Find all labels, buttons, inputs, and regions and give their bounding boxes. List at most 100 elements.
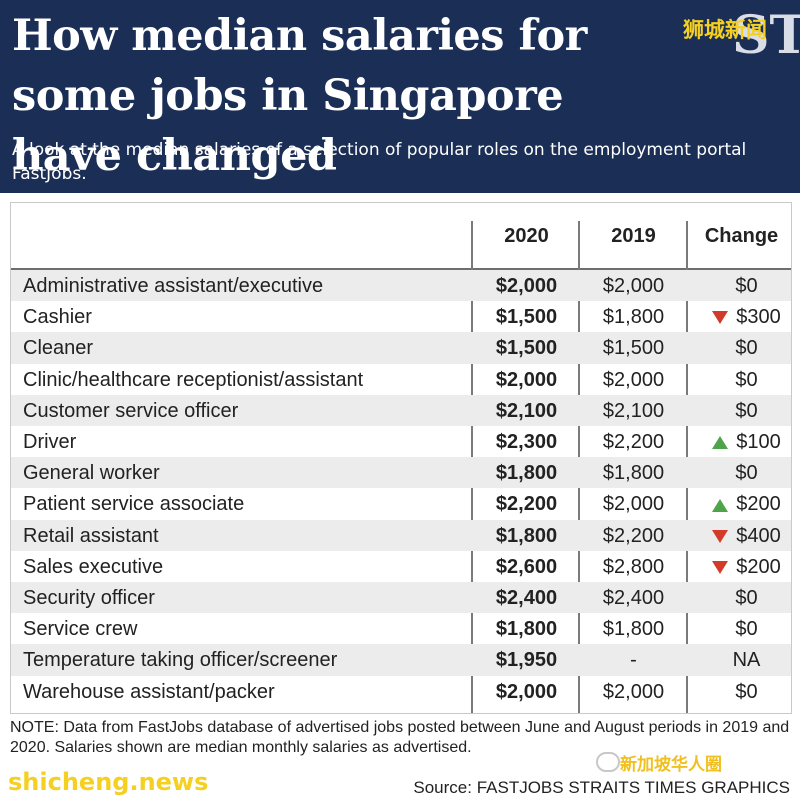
table-row: General worker $1,800 $1,800 $0 xyxy=(11,457,794,489)
salary-2020-cell: $1,800 xyxy=(495,462,558,485)
change-cell: $0 xyxy=(699,461,794,485)
triangle-up-icon xyxy=(712,498,729,512)
salary-2020-cell: $1,500 xyxy=(495,306,558,329)
job-title-cell: Clinic/healthcare receptionist/assistant xyxy=(23,368,364,391)
change-value: $0 xyxy=(735,680,758,703)
change-cell: $100 xyxy=(699,430,794,454)
col-header-2020: 2020 xyxy=(504,225,549,247)
change-cell: $400 xyxy=(699,524,794,548)
triangle-down-icon xyxy=(712,311,729,325)
change-cell: $0 xyxy=(699,399,794,423)
salary-2019-cell: $2,000 xyxy=(602,493,665,516)
change-value: $0 xyxy=(735,337,758,360)
change-value: $300 xyxy=(736,306,781,329)
change-cell: $0 xyxy=(699,586,794,610)
table-header-row: 2020 2019 Change xyxy=(11,203,791,270)
salary-2020-cell: $1,500 xyxy=(495,337,558,360)
salary-2019-cell: $2,800 xyxy=(602,555,665,578)
job-title-cell: Cleaner xyxy=(23,337,94,360)
salary-2019-cell: $2,200 xyxy=(602,431,665,453)
job-title-cell: Retail assistant xyxy=(23,524,159,547)
table-row: Retail assistant $1,800 $2,200 $400 xyxy=(11,519,794,551)
change-value: NA xyxy=(732,649,761,672)
salary-2019-cell: $2,000 xyxy=(602,368,665,391)
salary-2019-cell: $2,100 xyxy=(602,399,665,422)
watermark-bottom-right: 新加坡华人圈 xyxy=(620,755,722,775)
salary-2020-cell: $2,600 xyxy=(495,555,558,578)
footnote: NOTE: Data from FastJobs database of adv… xyxy=(10,719,790,756)
change-value: $0 xyxy=(735,368,758,391)
salary-2020-cell: $2,000 xyxy=(495,368,558,391)
watermark-top: 狮城新闻 xyxy=(683,18,767,42)
table-row: Cleaner $1,500 $1,500 $0 xyxy=(11,332,794,364)
change-cell: $0 xyxy=(699,680,794,704)
salary-2020-cell: $1,800 xyxy=(495,524,558,547)
salary-2020-cell: $2,300 xyxy=(495,431,558,453)
chat-bubble-icon xyxy=(596,752,620,772)
salary-2020-cell: $2,200 xyxy=(495,493,558,516)
salary-2020-cell: $1,950 xyxy=(495,649,558,672)
job-title-cell: Customer service officer xyxy=(23,399,239,422)
change-value: $100 xyxy=(736,431,781,453)
page-subtitle: A look at the median salaries of a selec… xyxy=(12,140,747,184)
job-title-cell: Warehouse assistant/packer xyxy=(23,680,275,703)
change-value: $0 xyxy=(735,462,758,485)
change-cell: $0 xyxy=(699,274,794,298)
salary-2020-cell: $2,100 xyxy=(495,399,558,422)
change-cell: $0 xyxy=(699,368,794,392)
triangle-down-icon xyxy=(712,529,729,543)
salary-2020-cell: $2,000 xyxy=(495,275,558,297)
change-value: $0 xyxy=(735,587,758,609)
salary-2019-cell: $2,400 xyxy=(602,587,665,609)
job-title-cell: Service crew xyxy=(23,618,138,641)
page-title: How median salaries for some jobs in Sin… xyxy=(12,11,587,181)
table-row: Clinic/healthcare receptionist/assistant… xyxy=(11,364,791,395)
job-title-cell: Administrative assistant/executive xyxy=(23,275,324,297)
header-banner: How median salaries for some jobs in Sin… xyxy=(0,0,800,193)
table-row: Patient service associate $2,200 $2,000 $20… xyxy=(11,488,791,519)
salary-2020-cell: $2,000 xyxy=(495,680,558,703)
job-title-cell: Patient service associate xyxy=(23,493,245,516)
table-row: Service crew $1,800 $1,800 $0 xyxy=(11,613,791,644)
table-row: Sales executive $2,600 $2,800 $200 xyxy=(11,551,791,582)
job-title-cell: Cashier xyxy=(23,306,92,329)
job-title-cell: Sales executive xyxy=(23,555,164,578)
change-cell: $200 xyxy=(699,555,794,579)
triangle-up-icon xyxy=(712,436,729,450)
change-cell: $200 xyxy=(699,492,794,516)
salary-2019-cell: $1,800 xyxy=(602,618,665,641)
change-value: $0 xyxy=(735,399,758,422)
change-cell: $0 xyxy=(699,336,794,360)
table-row: Driver $2,300 $2,200 $100 xyxy=(11,426,791,457)
watermark-bottom-left: shicheng.news xyxy=(8,768,209,796)
source-credit: Source: FASTJOBS STRAITS TIMES GRAPHICS xyxy=(413,778,790,797)
salary-2019-cell: $2,000 xyxy=(602,275,665,297)
change-value: $200 xyxy=(736,555,781,578)
col-header-change: Change xyxy=(704,225,779,247)
col-header-2019: 2019 xyxy=(611,225,656,247)
job-title-cell: Security officer xyxy=(23,587,155,609)
change-value: $0 xyxy=(735,618,758,641)
table-row: Security officer $2,400 $2,400 $0 xyxy=(11,582,794,614)
change-cell: $300 xyxy=(699,305,794,329)
job-title-cell: General worker xyxy=(23,462,160,485)
change-value: $0 xyxy=(735,275,758,297)
table-row: Warehouse assistant/packer $2,000 $2,000 $0 xyxy=(11,676,791,707)
table-row: Cashier $1,500 $1,800 $300 xyxy=(11,301,791,332)
change-cell: $0 xyxy=(699,617,794,641)
change-value: $200 xyxy=(736,493,781,516)
salary-2019-cell: $2,000 xyxy=(602,680,665,703)
salary-2019-cell: - xyxy=(630,649,637,672)
triangle-down-icon xyxy=(712,561,729,575)
job-title-cell: Driver xyxy=(23,431,77,453)
salary-2020-cell: $1,800 xyxy=(495,618,558,641)
salary-2019-cell: $1,500 xyxy=(602,337,665,360)
salary-2019-cell: $2,200 xyxy=(602,524,665,547)
job-title-cell: Temperature taking officer/screener xyxy=(23,649,338,672)
salary-2019-cell: $1,800 xyxy=(602,306,665,329)
salary-table: 2020 2019 Change Administrative assistan… xyxy=(10,202,792,714)
change-cell: NA xyxy=(699,648,794,672)
salary-2020-cell: $2,400 xyxy=(495,587,558,609)
st-logo-icon: ST xyxy=(732,5,800,66)
salary-2019-cell: $1,800 xyxy=(602,462,665,485)
